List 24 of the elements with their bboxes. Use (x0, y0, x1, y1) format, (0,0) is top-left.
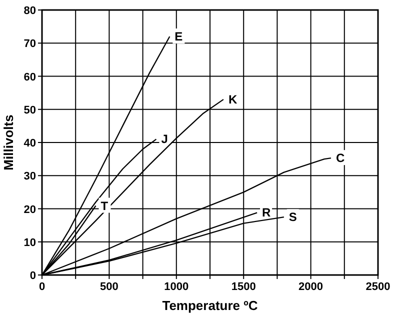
series-label: R (262, 206, 272, 220)
y-tick-label: 50 (24, 104, 36, 116)
x-tick-label: 500 (100, 281, 118, 293)
x-tick-label: 2000 (298, 281, 324, 293)
series-label: T (100, 198, 109, 213)
y-tick-label: 20 (24, 204, 36, 216)
y-tick-label: 80 (24, 5, 36, 17)
y-axis-title: Millivolts (1, 114, 16, 170)
y-tick-label: 0 (30, 270, 36, 282)
y-tick-label: 10 (24, 236, 36, 249)
y-tick-label: 60 (24, 71, 36, 84)
series-label: E (174, 30, 183, 44)
x-axis-title: Temperature ºC (162, 298, 258, 313)
y-tick-label: 30 (24, 170, 36, 183)
y-tick-label: 70 (24, 38, 36, 50)
series-label: K (228, 92, 238, 106)
x-tick-label: 1000 (164, 281, 189, 293)
series-label: C (336, 151, 345, 166)
y-tick-label: 40 (24, 138, 36, 150)
x-tick-label: 2500 (366, 281, 390, 293)
x-tick-label: 0 (38, 281, 46, 293)
x-tick-label: 1500 (231, 281, 256, 293)
series-label: J (161, 132, 168, 146)
series-label: S (288, 210, 297, 224)
